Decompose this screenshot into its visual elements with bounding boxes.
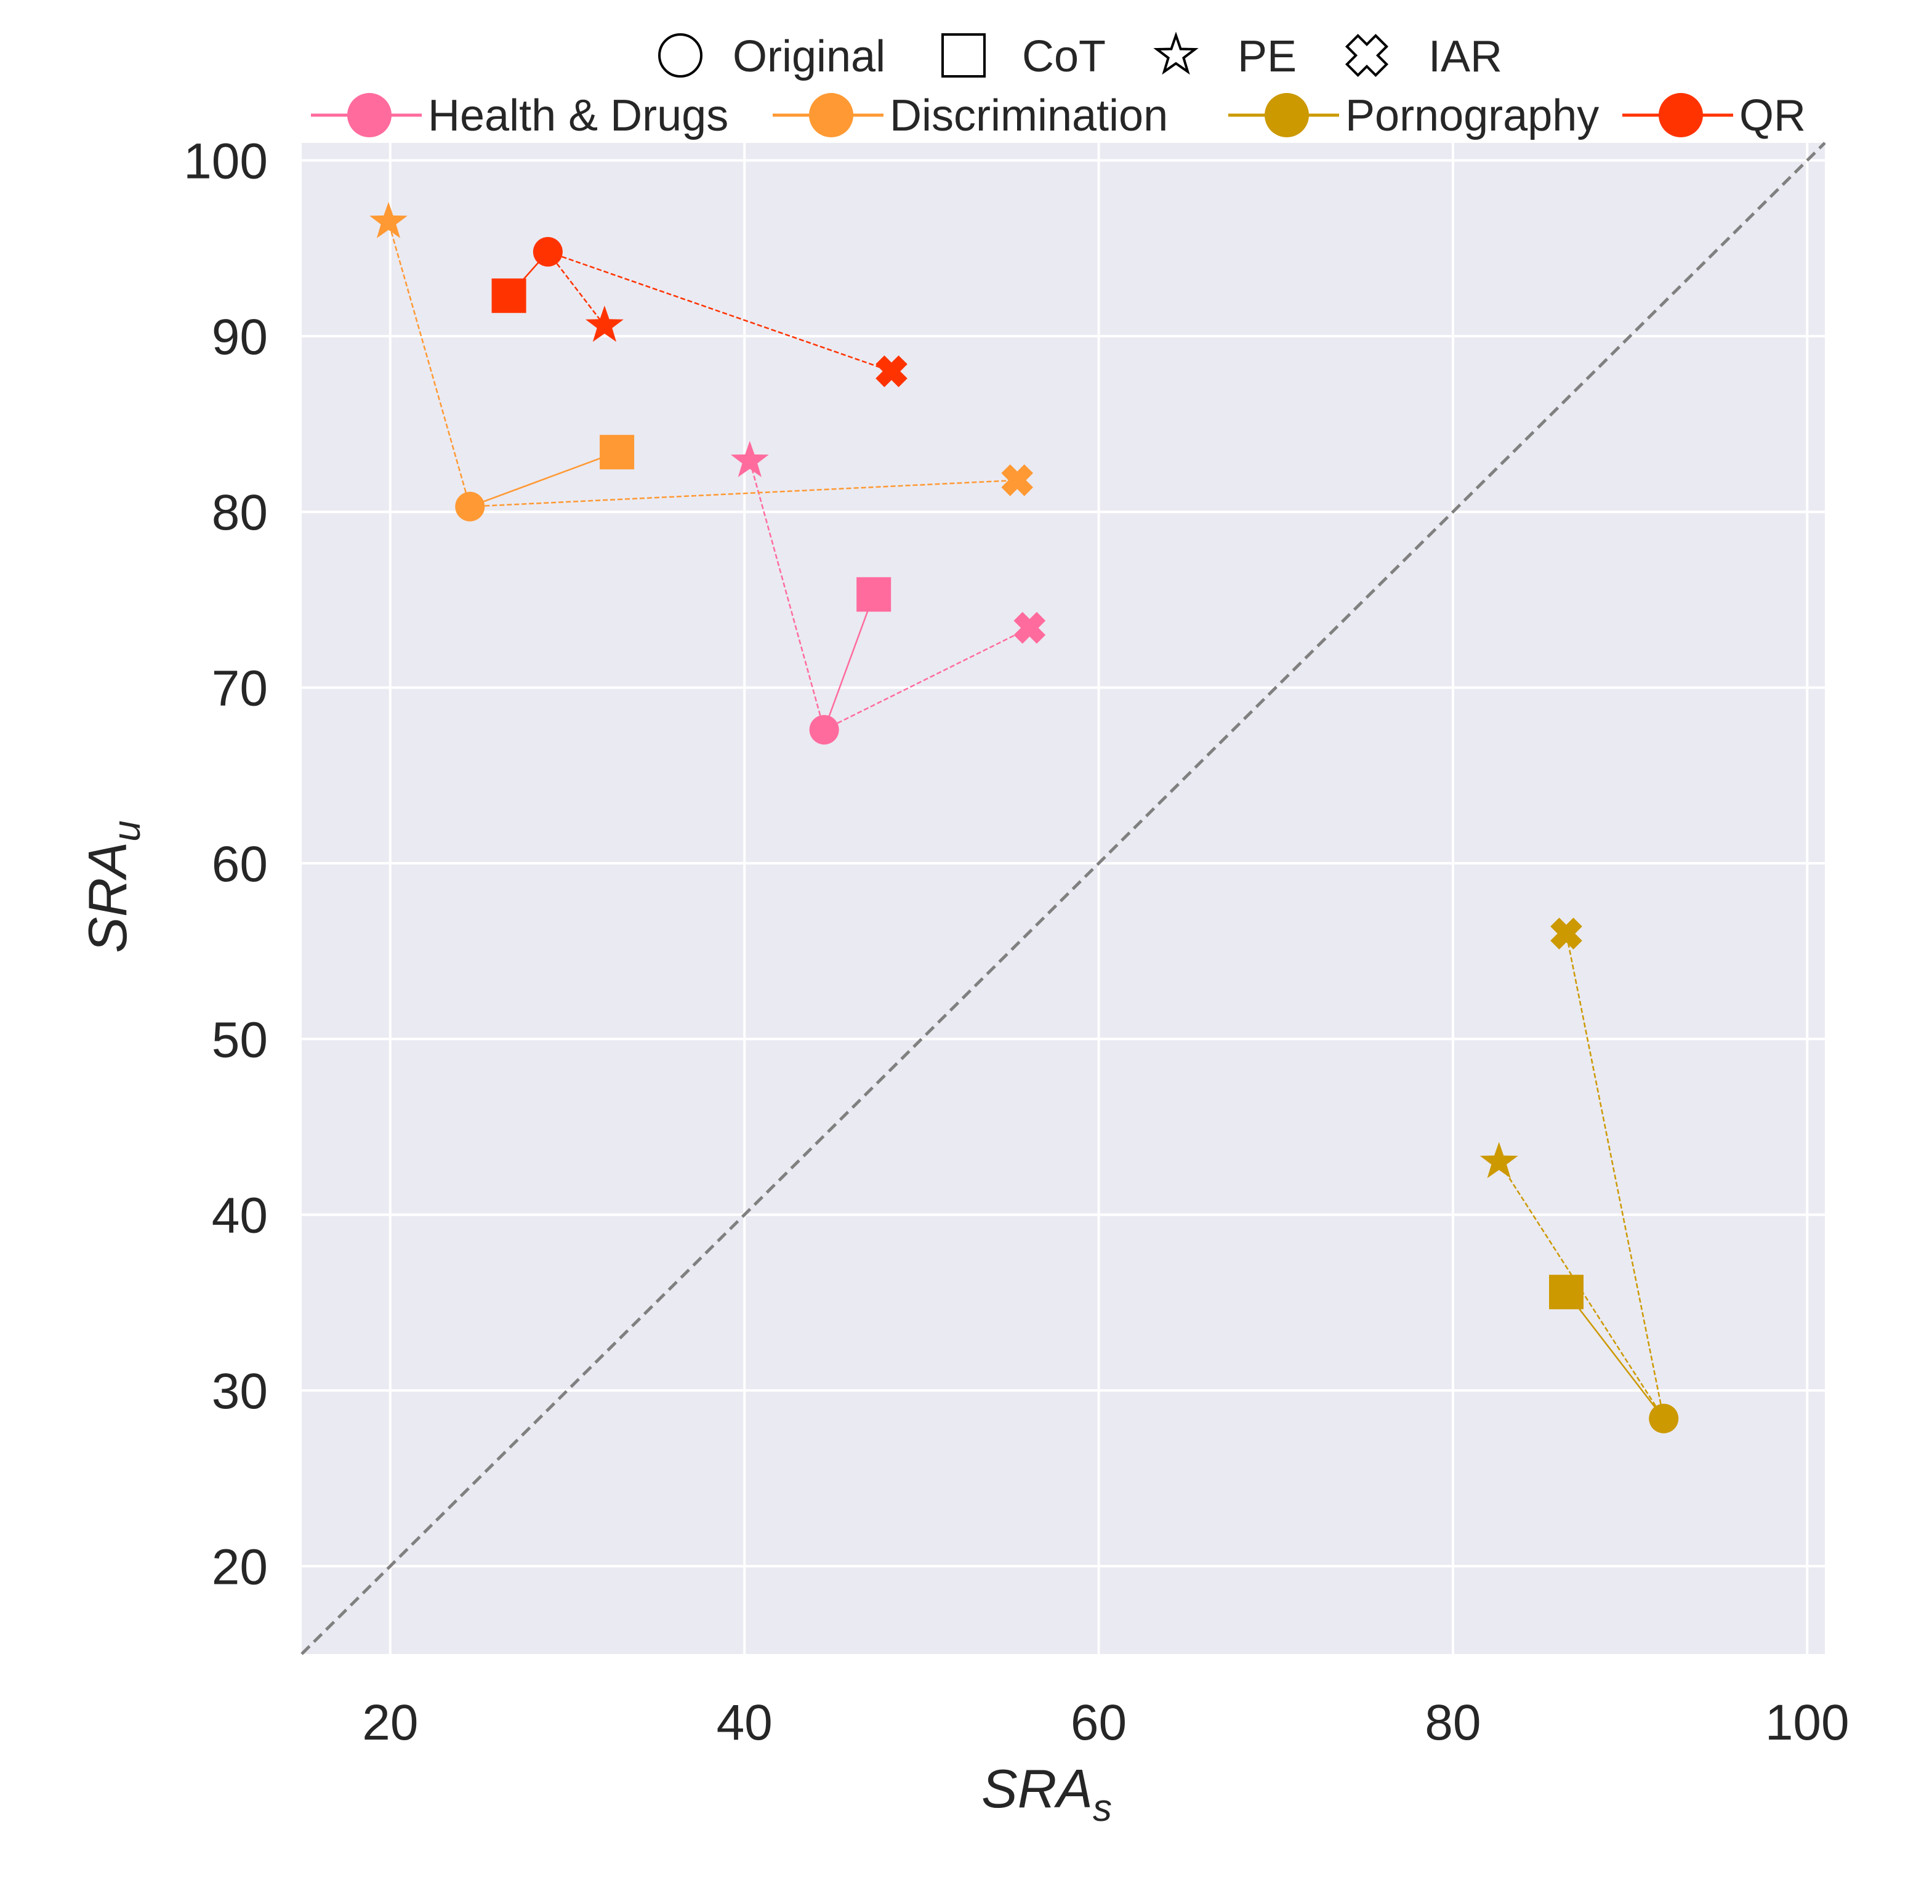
line-pornography-cot [1566,1291,1665,1419]
point-discrimination-iar [1001,464,1033,496]
y-tick-labels: 20 30 40 50 60 70 80 90 100 [183,134,268,1595]
y-axis-label-subscript: u [106,820,148,841]
point-pornography-cot [1548,1275,1584,1310]
line-health-and-drugs-cot [823,594,875,730]
x-axis-label-subscript: s [1093,1787,1112,1829]
legend-marker-original [658,33,702,78]
legend-label-pornography: Pornography [1345,91,1599,140]
point-pornography-pe [1479,1142,1518,1179]
x-tick-label: 20 [362,1695,418,1751]
legend-label-qr: QR [1739,91,1806,140]
legend-marker-label-pe: PE [1238,32,1297,81]
series-legend: Health & Drugs Discrimination Pornography Q… [311,91,1806,140]
line-health-and-drugs-iar [824,627,1030,731]
point-health-and-drugs-iar [1013,611,1046,644]
legend-dot-health-and-drugs [347,93,392,137]
y-axis-label-text: SRA [77,842,138,953]
svg-text:SRAs: SRAs [981,1758,1112,1829]
y-tick-label: 30 [212,1363,268,1419]
point-pornography-iar [1550,918,1582,950]
point-health-and-drugs-cot [856,577,892,612]
point-discrimination-pe [369,201,408,238]
point-health-and-drugs-original [809,715,839,745]
y-tick-label: 70 [212,661,268,717]
legend-marker-pe [1153,31,1199,75]
diagonal-reference [300,142,1826,1655]
y-tick-label: 60 [212,836,268,892]
legend-dot-qr [1659,93,1703,137]
x-tick-label: 40 [717,1695,773,1751]
point-qr-iar [875,355,908,387]
legend-marker-cot [941,33,986,78]
y-tick-label: 40 [212,1188,268,1244]
legend-marker-iar [1345,33,1389,78]
svg-text:SRAu: SRAu [77,820,148,953]
line-health-and-drugs-pe [749,461,825,730]
x-tick-label: 100 [1765,1695,1849,1751]
legend-dot-discrimination [809,93,853,137]
x-axis-label: SRAs [981,1758,1112,1829]
line-pornography-iar [1565,933,1665,1419]
point-qr-pe [586,305,624,342]
y-tick-label: 50 [212,1012,268,1068]
x-tick-labels: 20 40 60 80 100 [362,1695,1849,1751]
line-discrimination-cot [469,451,618,507]
y-axis-label: SRAu [77,820,148,953]
point-discrimination-original [455,491,485,522]
legend-label-health-and-drugs: Health & Drugs [428,91,728,140]
diagonal-line [300,142,1826,1655]
x-tick-label: 80 [1425,1695,1481,1751]
marker-legend: Original CoT PE IAR [658,31,1502,81]
legend-marker-label-original: Original [733,32,885,81]
line-qr-pe [547,251,605,326]
y-tick-label: 100 [183,134,268,190]
series-points [369,201,1679,1434]
grid-lines [302,143,1825,1654]
y-tick-label: 90 [212,309,268,365]
point-qr-original [533,236,563,267]
y-tick-label: 20 [212,1539,268,1595]
legend-label-discrimination: Discrimination [890,91,1168,140]
legend-marker-label-cot: CoT [1022,32,1106,81]
point-qr-cot [491,278,526,313]
point-pornography-original [1649,1403,1679,1434]
x-axis-label-text: SRA [981,1758,1093,1819]
line-qr-iar [547,251,892,373]
x-tick-label: 60 [1071,1695,1127,1751]
legend-dot-pornography [1265,93,1309,137]
line-discrimination-iar [470,479,1018,507]
point-discrimination-cot [600,435,635,470]
y-tick-label: 80 [212,485,268,541]
legend-marker-label-iar: IAR [1428,32,1502,81]
line-discrimination-pe [387,222,471,507]
point-health-and-drugs-pe [730,441,769,477]
